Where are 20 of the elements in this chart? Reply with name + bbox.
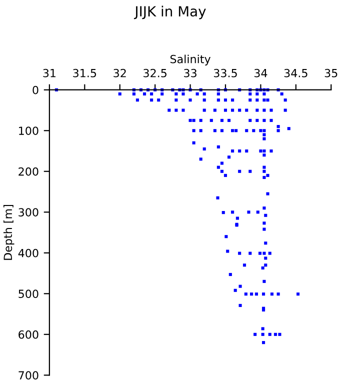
chart-title: JIJK in May bbox=[134, 6, 206, 20]
y-axis-title: Depth [m] bbox=[3, 205, 14, 260]
y-tick-label: 200 bbox=[18, 167, 38, 176]
y-tick-label: 300 bbox=[18, 208, 38, 217]
x-axis-title: Salinity bbox=[170, 54, 210, 66]
y-tick-label: 100 bbox=[19, 126, 38, 135]
y-tick-label: 500 bbox=[18, 290, 38, 298]
x-tick-label: 34 bbox=[254, 68, 268, 78]
x-tick-label: 33 bbox=[184, 68, 196, 78]
x-tick-label: 31 bbox=[43, 68, 56, 78]
y-tick-label: 700 bbox=[18, 371, 38, 380]
x-tick-label: 32 bbox=[114, 68, 126, 78]
x-tick-label: 31.5 bbox=[73, 68, 96, 78]
x-tick-label: 32.5 bbox=[144, 68, 166, 78]
y-tick-label: 600 bbox=[18, 330, 38, 339]
y-tick-label: 0 bbox=[32, 86, 38, 94]
y-tick-label: 400 bbox=[18, 248, 38, 258]
x-tick-label: 34.5 bbox=[284, 68, 308, 78]
x-tick-label: 35 bbox=[324, 68, 338, 78]
x-tick-label: 33.5 bbox=[214, 68, 237, 78]
